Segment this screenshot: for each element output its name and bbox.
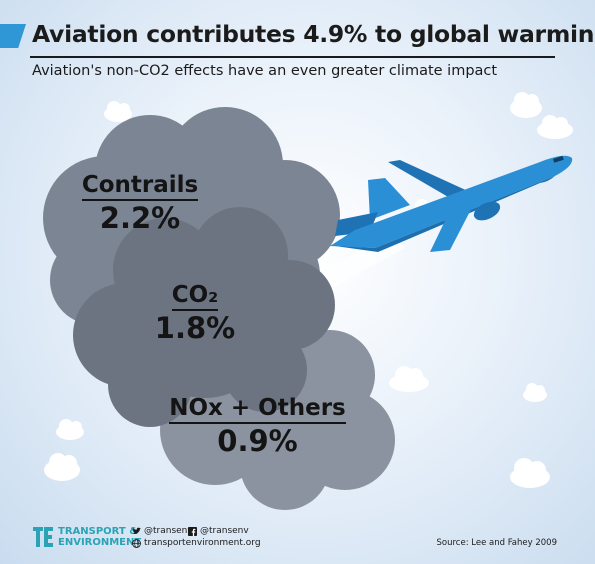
brand-name-line1: TRANSPORT & [58,526,138,537]
website-link[interactable]: transportenvironment.org [132,538,261,548]
background-cloud [510,92,542,118]
page-title: Aviation contributes 4.9% to global warm… [32,20,595,48]
background-cloud [44,453,80,481]
background-cloud [523,383,547,402]
nox-name: NOx + Others [169,395,346,425]
twitter-handle-text: @transenv [144,526,193,536]
twitter-icon [132,527,141,536]
title-rule [30,56,555,58]
background-cloud [510,458,550,488]
background-cloud [389,366,429,392]
te-logo-icon [33,527,53,547]
globe-icon [132,538,141,548]
co2-label: CO₂ 1.8% [115,282,275,346]
website-text: transportenvironment.org [144,538,261,548]
background-cloud [537,115,573,139]
page-subtitle: Aviation's non-CO2 effects have an even … [32,63,498,79]
background-cloud [104,101,132,122]
source-note: Source: Lee and Fahey 2009 [436,538,558,548]
facebook-handle[interactable]: @transenv [188,526,249,536]
airplane-icon [330,155,573,252]
background-cloud [56,419,84,440]
co2-name: CO₂ [171,282,219,312]
cloud-co2 [73,207,335,427]
nox-value: 0.9% [217,424,298,459]
facebook-icon [188,526,197,536]
brand-name-line2: ENVIRONMENT [58,537,142,548]
nox-label: NOx + Others 0.9% [155,395,360,459]
contrails-name: Contrails [81,172,199,202]
facebook-handle-text: @transenv [200,526,249,536]
contrails-value: 2.2% [99,201,181,236]
twitter-handle[interactable]: @transenv [132,526,193,536]
contrails-label: Contrails 2.2% [60,172,220,236]
co2-value: 1.8% [154,311,236,346]
